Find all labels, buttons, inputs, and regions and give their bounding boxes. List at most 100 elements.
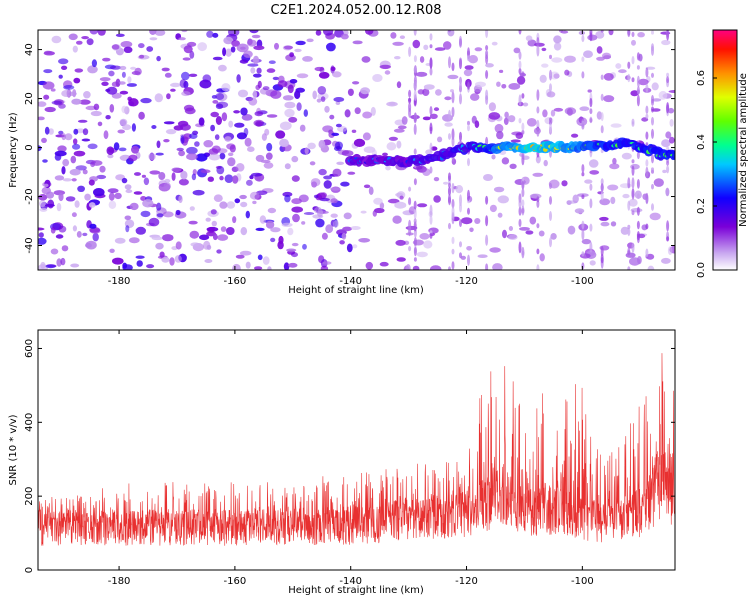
noise-streak [651, 167, 654, 172]
noise-blob [61, 133, 66, 141]
noise-streak [429, 204, 433, 216]
noise-blob [344, 109, 351, 118]
noise-streak [645, 192, 649, 204]
noise-blob [608, 30, 614, 36]
noise-blob [216, 249, 222, 254]
noise-streak [521, 208, 525, 214]
noise-blob [114, 237, 126, 244]
noise-blob [108, 200, 117, 209]
noise-streak [666, 220, 670, 232]
noise-streak [645, 67, 649, 78]
noise-blob [525, 230, 534, 235]
echo-trail [345, 137, 675, 168]
noise-streak [467, 120, 470, 126]
noise-streak [651, 128, 654, 139]
noise-blob [186, 153, 198, 161]
noise-blob [106, 146, 115, 155]
noise-blob [329, 114, 335, 120]
noise-blob [475, 81, 486, 88]
noise-blob [318, 168, 327, 176]
noise-blob [589, 260, 596, 266]
noise-blob [134, 172, 141, 176]
noise-streak [549, 54, 552, 60]
noise-blob [237, 89, 249, 98]
x-tick-label: -120 [455, 276, 478, 287]
noise-blob [318, 140, 326, 149]
noise-blob [335, 101, 341, 105]
noise-blob [281, 222, 293, 227]
noise-blob [342, 226, 352, 232]
noise-blob [416, 251, 428, 258]
noise-streak [631, 56, 635, 65]
noise-blob [125, 225, 130, 233]
spectrogram-panel: -180 -160 -140 -120 -100 -40 -20 0 20 40 Height … [8, 29, 676, 296]
noise-blob [388, 136, 398, 141]
x-tick-label: -140 [339, 576, 362, 587]
noise-streak [627, 228, 631, 236]
noise-blob [255, 227, 265, 231]
noise-blob [234, 122, 245, 128]
noise-blob [485, 63, 494, 68]
spectrogram-frame [37, 29, 676, 271]
noise-streak [451, 236, 455, 245]
noise-blob [365, 261, 373, 270]
noise-blob [341, 150, 354, 157]
noise-blob [82, 169, 88, 175]
y-tick-label: 600 [24, 339, 35, 358]
noise-blob [151, 125, 157, 129]
noise-streak [408, 246, 412, 252]
noise-blob [603, 95, 615, 103]
noise-streak [448, 194, 451, 206]
noise-streak [448, 222, 451, 230]
noise-streak [413, 218, 417, 224]
noise-blob [159, 251, 165, 258]
noise-blob [58, 130, 64, 135]
noise-blob [245, 261, 251, 269]
noise-blob [393, 128, 405, 133]
noise-blob [423, 84, 435, 90]
noise-blob [389, 101, 396, 106]
noise-blob [339, 240, 345, 245]
noise-blob [183, 45, 193, 54]
noise-blob [253, 55, 259, 65]
noise-blob [386, 142, 397, 151]
noise-streak [651, 106, 654, 113]
noise-blob [171, 167, 182, 173]
noise-blob [609, 163, 620, 170]
noise-blob [77, 119, 88, 123]
noise-blob [148, 217, 160, 227]
noise-streak [631, 210, 635, 216]
noise-streak [581, 229, 585, 241]
noise-blob [279, 121, 292, 131]
noise-blob [241, 114, 253, 121]
noise-blob [508, 226, 513, 231]
noise-blob [244, 137, 252, 147]
noise-blob [111, 81, 120, 87]
noise-streak [467, 189, 470, 201]
noise-blob [433, 177, 440, 182]
noise-blob [567, 225, 576, 235]
x-tick-label: -180 [108, 576, 131, 587]
noise-blob [399, 35, 405, 39]
noise-blob [163, 139, 170, 143]
noise-streak [636, 179, 640, 189]
noise-streak [549, 83, 552, 93]
noise-blob [205, 217, 211, 222]
noise-blob [171, 172, 176, 181]
noise-blob [62, 178, 72, 182]
noise-blob [501, 84, 507, 89]
noise-blob [382, 152, 388, 157]
noise-blob [156, 55, 161, 62]
noise-blob [82, 232, 88, 237]
noise-blob [508, 234, 518, 240]
noise-streak [459, 252, 462, 259]
noise-blob [277, 80, 288, 88]
noise-blob [291, 206, 304, 213]
noise-blob [429, 113, 438, 120]
noise-blob [419, 233, 430, 240]
noise-blob [233, 110, 241, 114]
noise-streak [408, 219, 412, 231]
noise-blob [156, 213, 164, 218]
noise-blob [267, 207, 277, 214]
noise-streak [627, 177, 631, 189]
